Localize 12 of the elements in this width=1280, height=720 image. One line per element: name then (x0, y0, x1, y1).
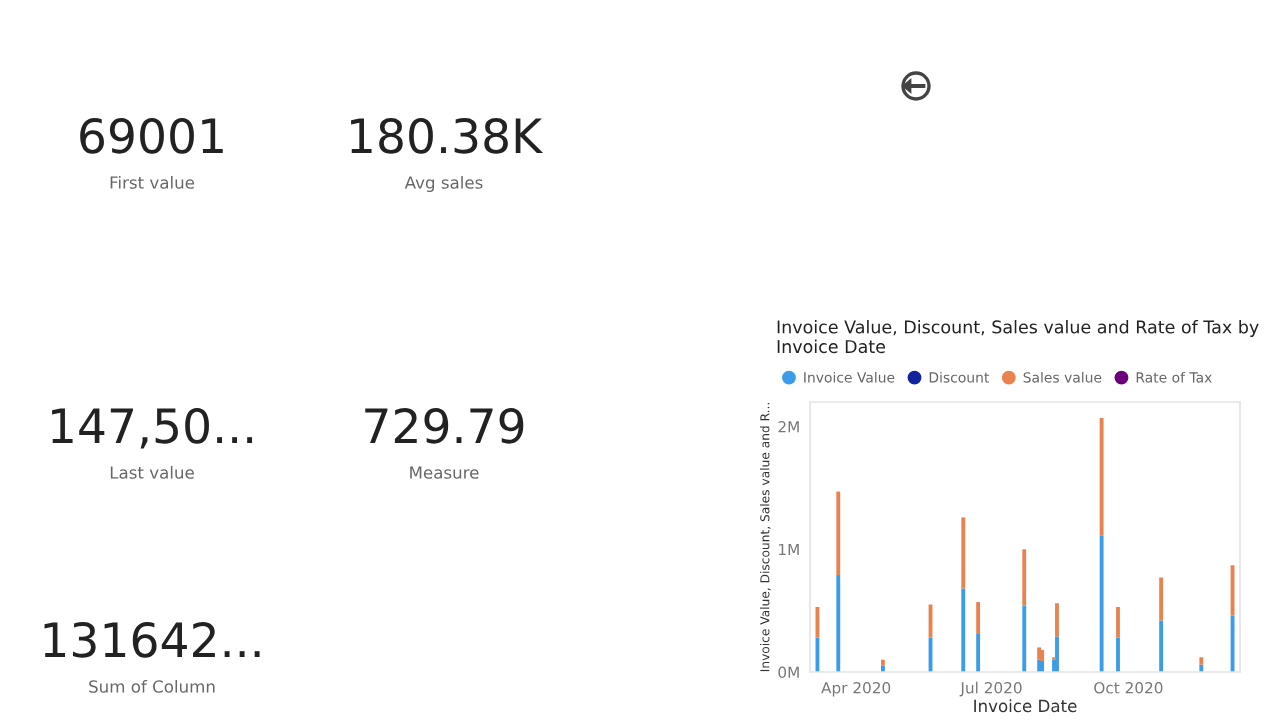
text: 147,50... (52, 407, 253, 449)
text: 69001 (80, 117, 223, 154)
text: Sum of Column (89, 679, 215, 693)
text: 729.79 (365, 407, 524, 444)
x-axis-title: Invoice Date (974, 699, 1077, 713)
text: Measure (410, 466, 479, 479)
text: 180.38K (351, 117, 544, 154)
text: 131642... (44, 621, 260, 658)
text: Last value (110, 465, 194, 479)
chart-title: Invoice Value, Discount, Sales value and Rate of Tax by Invoice Date (777, 320, 1259, 354)
text: Avg sales (404, 175, 483, 193)
text: First value (110, 175, 195, 189)
